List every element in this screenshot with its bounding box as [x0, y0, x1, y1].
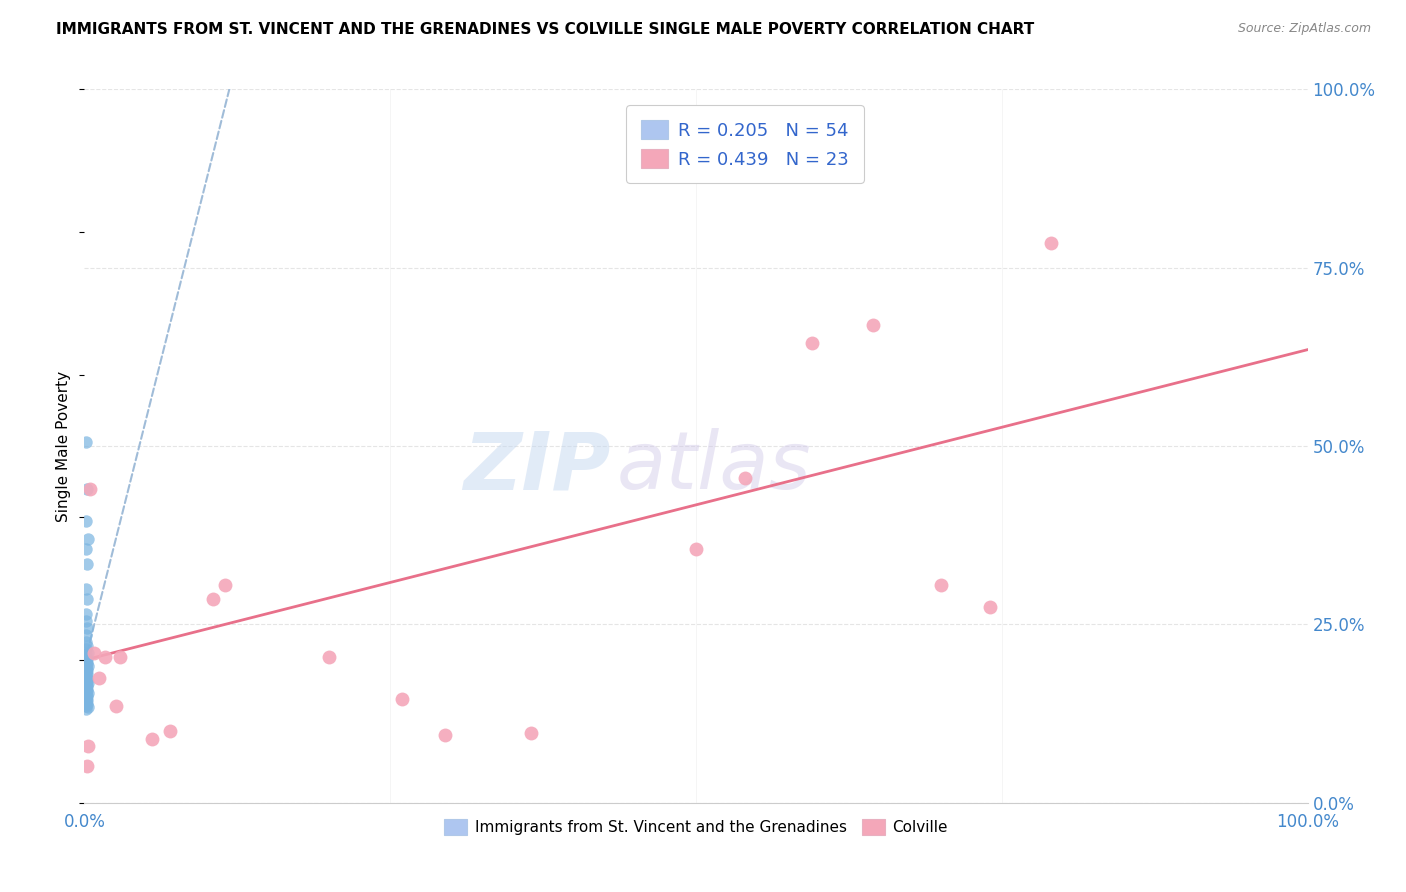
Point	[75, 660, 97, 674]
Point	[76, 672, 98, 686]
Point	[76, 693, 98, 707]
Point	[77, 646, 100, 660]
Point	[77, 676, 100, 690]
Point	[201, 592, 224, 607]
Point	[391, 692, 413, 706]
Point	[77, 658, 100, 673]
Point	[94, 649, 117, 664]
Point	[75, 514, 97, 528]
Y-axis label: Single Male Poverty: Single Male Poverty	[56, 370, 72, 522]
Point	[75, 694, 97, 708]
Point	[76, 683, 98, 698]
Point	[76, 651, 98, 665]
Point	[75, 653, 97, 667]
Point	[75, 648, 97, 662]
Point	[76, 689, 98, 703]
Point	[76, 679, 98, 693]
Point	[75, 607, 97, 621]
Point	[77, 532, 100, 546]
Point	[75, 665, 97, 679]
Point	[77, 739, 100, 753]
Point	[75, 680, 97, 694]
Point	[75, 642, 97, 657]
Point	[75, 669, 97, 683]
Point	[1039, 235, 1062, 250]
Point	[214, 578, 236, 592]
Point	[75, 673, 97, 687]
Point	[76, 656, 98, 670]
Point	[75, 649, 97, 664]
Point	[75, 657, 97, 672]
Point	[141, 731, 163, 746]
Point	[75, 691, 97, 706]
Text: Source: ZipAtlas.com: Source: ZipAtlas.com	[1237, 22, 1371, 36]
Point	[75, 665, 97, 680]
Point	[76, 663, 98, 677]
Point	[76, 674, 98, 689]
Point	[929, 578, 952, 592]
Point	[76, 482, 98, 496]
Point	[77, 700, 100, 714]
Point	[318, 649, 340, 664]
Point	[76, 621, 98, 635]
Legend: Immigrants from St. Vincent and the Grenadines, Colville: Immigrants from St. Vincent and the Gren…	[437, 814, 955, 841]
Point	[75, 677, 97, 691]
Point	[75, 690, 97, 705]
Point	[75, 542, 97, 557]
Point	[79, 482, 101, 496]
Point	[75, 684, 97, 698]
Point	[75, 687, 97, 701]
Point	[75, 628, 97, 642]
Point	[108, 649, 131, 664]
Point	[76, 667, 98, 681]
Point	[75, 635, 97, 649]
Point	[801, 335, 824, 350]
Point	[75, 662, 97, 676]
Point	[75, 701, 97, 715]
Text: ZIP: ZIP	[463, 428, 610, 507]
Point	[75, 696, 97, 710]
Point	[83, 646, 105, 660]
Point	[105, 699, 128, 714]
Point	[75, 655, 97, 669]
Point	[87, 671, 110, 685]
Point	[75, 681, 97, 696]
Point	[76, 592, 98, 607]
Point	[862, 318, 884, 332]
Text: IMMIGRANTS FROM ST. VINCENT AND THE GRENADINES VS COLVILLE SINGLE MALE POVERTY C: IMMIGRANTS FROM ST. VINCENT AND THE GREN…	[56, 22, 1035, 37]
Point	[76, 758, 98, 772]
Point	[159, 724, 181, 739]
Text: atlas: atlas	[616, 428, 811, 507]
Point	[734, 471, 756, 485]
Point	[979, 599, 1001, 614]
Point	[520, 726, 543, 740]
Point	[75, 435, 97, 450]
Point	[75, 698, 97, 713]
Point	[75, 582, 97, 596]
Point	[685, 542, 707, 557]
Point	[77, 686, 100, 700]
Point	[75, 614, 97, 628]
Point	[76, 698, 98, 712]
Point	[75, 670, 97, 684]
Point	[76, 639, 98, 653]
Point	[76, 557, 98, 571]
Point	[434, 728, 457, 742]
